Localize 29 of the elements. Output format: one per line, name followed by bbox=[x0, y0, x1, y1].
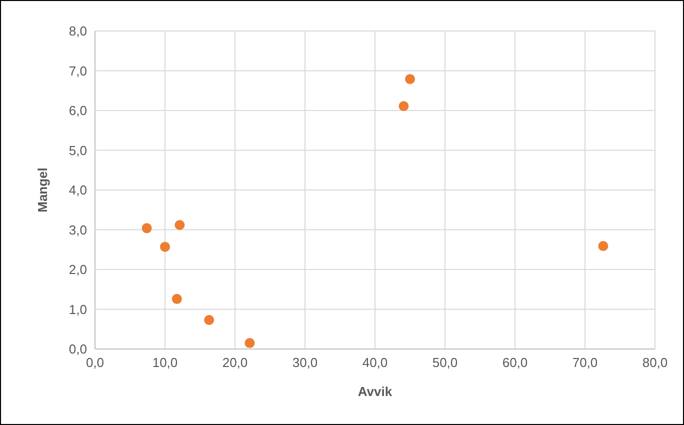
y-tick-label: 3,0 bbox=[68, 222, 87, 238]
point bbox=[174, 220, 185, 230]
y-tick-label: 4,0 bbox=[68, 182, 87, 198]
y-tick-label: 7,0 bbox=[68, 63, 87, 78]
x-tick-label: 80,0 bbox=[642, 355, 668, 370]
y-tick-label: 6,0 bbox=[68, 103, 87, 118]
y-tick-label: 1,0 bbox=[68, 302, 87, 317]
x-tick-label: 40,0 bbox=[362, 355, 388, 370]
x-tick-label: 30,0 bbox=[292, 355, 318, 370]
x-tick-label: 0,0 bbox=[86, 355, 104, 370]
point bbox=[160, 242, 170, 252]
point bbox=[398, 101, 409, 112]
x-tick-label: 50,0 bbox=[432, 355, 458, 370]
y-tick-label: 2,0 bbox=[68, 262, 87, 278]
point bbox=[142, 223, 152, 234]
point bbox=[598, 241, 608, 252]
y-axis-title: Mangel bbox=[35, 168, 50, 212]
x-tick-label: 70,0 bbox=[572, 355, 598, 370]
x-tick-label: 60,0 bbox=[502, 355, 528, 370]
y-tick-label: 8,0 bbox=[68, 24, 87, 39]
point bbox=[172, 294, 182, 304]
point bbox=[405, 74, 415, 84]
x-tick-label: 20,0 bbox=[222, 355, 248, 370]
y-tick-label: 0,0 bbox=[68, 342, 87, 357]
x-tick-label: 10,0 bbox=[152, 355, 178, 370]
point bbox=[244, 338, 255, 348]
point bbox=[204, 314, 214, 325]
y-tick-label: 5,0 bbox=[68, 142, 87, 158]
x-axis-title: Avvik bbox=[358, 384, 393, 399]
